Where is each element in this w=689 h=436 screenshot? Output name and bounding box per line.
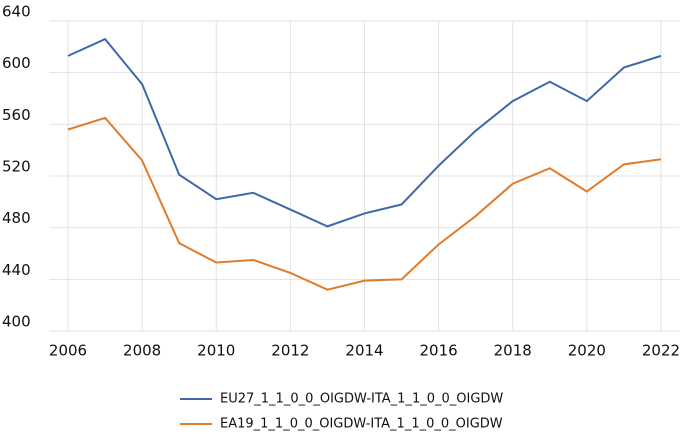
y-tick-label: 400	[2, 313, 31, 331]
x-tick-label: 2008	[123, 342, 161, 360]
y-tick-label: 520	[2, 158, 31, 176]
x-tick-label: 2012	[271, 342, 309, 360]
legend-label: EU27_1_1_0_0_OIGDW-ITA_1_1_0_0_OIGDW	[220, 392, 503, 407]
y-tick-label: 480	[2, 209, 31, 227]
x-tick-label: 2020	[568, 342, 606, 360]
legend-label: EA19_1_1_0_0_OIGDW-ITA_1_1_0_0_OIGDW	[220, 417, 503, 432]
series-line	[67, 37, 662, 228]
x-tick-label: 2018	[494, 342, 532, 360]
x-tick-label: 2014	[345, 342, 383, 360]
y-tick-label: 440	[2, 261, 31, 279]
x-tick-label: 2022	[642, 342, 680, 360]
y-tick-label: 600	[2, 54, 31, 72]
x-tick-label: 2006	[49, 342, 87, 360]
y-tick-label: 560	[2, 106, 31, 124]
x-tick-label: 2016	[420, 342, 458, 360]
series-line	[67, 116, 662, 291]
x-tick-label: 2010	[197, 342, 235, 360]
y-tick-label: 640	[2, 3, 31, 21]
